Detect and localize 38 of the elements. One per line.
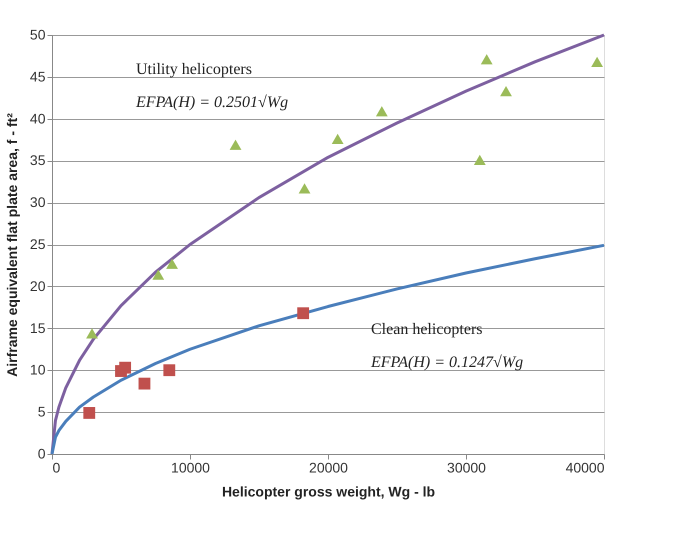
point [297, 307, 310, 320]
y-tick-label: 15 [30, 320, 46, 336]
x-axis-title: Helicopter gross weight, Wg - lb [222, 484, 436, 500]
x-tick-label: 30000 [447, 460, 486, 476]
y-tick-label: 45 [30, 68, 46, 84]
y-tick-label: 0 [38, 446, 46, 462]
x-tick-label: 0 [52, 460, 60, 476]
x-tick-label: 20000 [309, 460, 348, 476]
y-tick-label: 50 [30, 26, 46, 42]
point [119, 362, 132, 374]
y-tick-label: 5 [38, 404, 46, 420]
y-tick-label: 25 [30, 236, 46, 252]
point [332, 134, 344, 144]
point [480, 54, 493, 64]
point [86, 328, 98, 338]
point [166, 258, 178, 269]
y-tick-label: 35 [30, 152, 46, 168]
x-tick-label: 10000 [171, 460, 210, 476]
y-tick-label: 10 [30, 362, 46, 378]
point [230, 140, 242, 150]
point [474, 154, 486, 165]
annotation: Clean helicopters [371, 321, 483, 338]
annotation: EFPA(H) = 0.1247√Wg [370, 354, 524, 371]
y-axis-title: Airframe equivalent flat plate area, f - ft² [4, 112, 20, 377]
point [591, 56, 604, 67]
y-tick-label: 20 [30, 278, 46, 294]
point [83, 407, 96, 419]
x-tick-label: 40000 [566, 460, 605, 476]
point [138, 378, 150, 390]
annotation: Utility helicopters [136, 61, 252, 78]
point [298, 183, 310, 194]
point [152, 270, 164, 280]
y-tick-label: 40 [30, 110, 46, 126]
y-tick-label: 30 [30, 194, 46, 210]
point [163, 364, 176, 376]
point [376, 106, 388, 116]
point [500, 86, 512, 96]
annotation: EFPA(H) = 0.2501√Wg [135, 94, 288, 111]
